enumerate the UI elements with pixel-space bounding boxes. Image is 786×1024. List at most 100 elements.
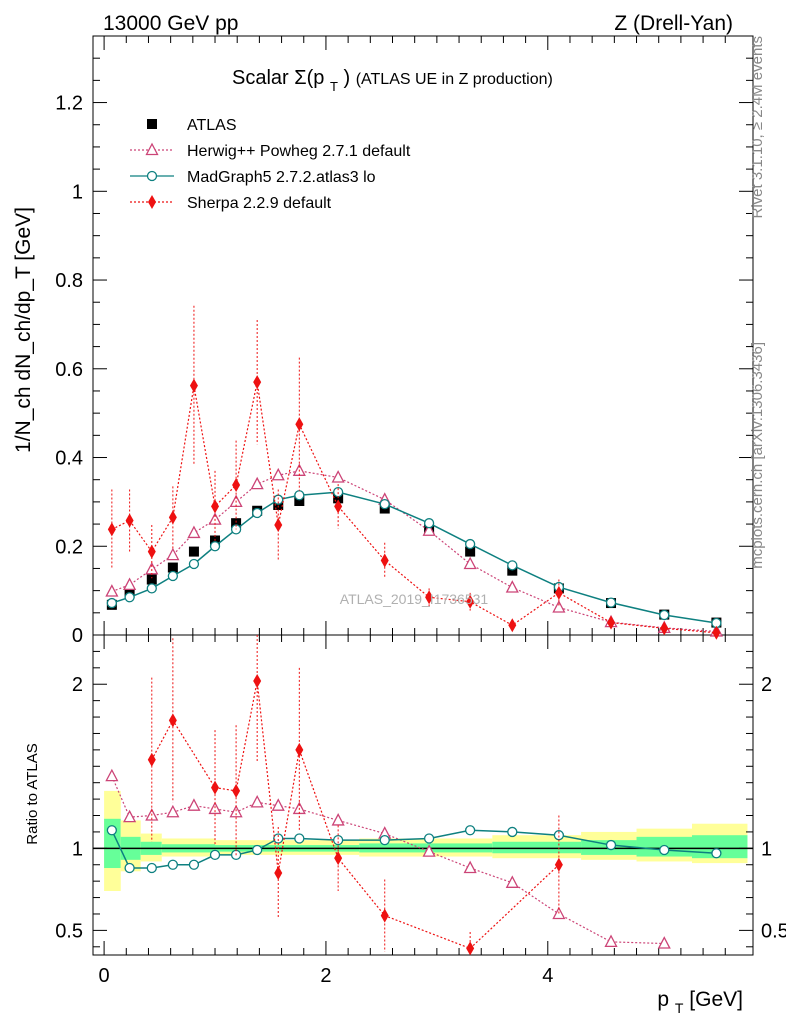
main-atlas-point xyxy=(167,562,178,573)
ratio-madgraph5-point xyxy=(188,859,200,870)
main-atlas-point xyxy=(146,574,157,585)
ratio-madgraph5-point xyxy=(379,834,390,846)
legend-marker xyxy=(145,142,159,156)
main-madgraph5-point xyxy=(167,570,179,582)
legend-label: Sherpa 2.2.9 default xyxy=(187,195,332,212)
ratio-sherpa-point xyxy=(253,673,262,688)
watermark: ATLAS_2019_I1736531 xyxy=(340,591,489,607)
main-atlas-point xyxy=(231,518,242,529)
main-y-tick-label: 0.2 xyxy=(55,536,83,558)
ratio-frame xyxy=(92,634,754,956)
x-tick-label: 2 xyxy=(320,965,331,987)
ratio-y-tick-label-left: 1 xyxy=(72,838,83,860)
x-axis-label-rest: [GeV] xyxy=(689,988,743,1011)
main-madgraph5-point xyxy=(188,558,200,570)
ratio-madgraph5-point xyxy=(464,825,476,836)
main-atlas-point xyxy=(188,546,199,557)
ratio-madgraph5-point xyxy=(711,848,722,859)
main-sherpa-point xyxy=(211,499,220,514)
ratio-sherpa-point xyxy=(211,780,220,795)
main-sherpa-point xyxy=(295,417,304,432)
ratio-y-tick-label-left: 2 xyxy=(72,674,83,696)
ratio-sherpa-point xyxy=(295,742,304,757)
ratio-madgraph5-point xyxy=(146,862,157,874)
ratio-madgraph5-point xyxy=(273,833,284,844)
ratio-madgraph5-point xyxy=(659,844,670,856)
main-herwig-point xyxy=(422,523,436,536)
main-sherpa-point xyxy=(712,625,721,640)
main-title-sub: T xyxy=(330,79,338,94)
legend-label: MadGraph5 2.7.2.atlas3 lo xyxy=(187,169,376,186)
main-atlas-point xyxy=(294,496,305,507)
main-madgraph5-point xyxy=(423,518,435,529)
legend-label: ATLAS xyxy=(187,117,237,134)
ratio-sherpa-point xyxy=(147,752,156,767)
main-sherpa-point xyxy=(189,378,198,393)
main-madgraph5-point xyxy=(124,592,135,603)
x-axis-label-main: p xyxy=(657,988,669,1011)
main-sherpa-point xyxy=(125,513,134,528)
ratio-sherpa-point xyxy=(168,713,177,728)
main-herwig-point xyxy=(331,470,345,483)
ratio-sherpa-point xyxy=(334,851,343,866)
main-sherpa-point xyxy=(660,621,669,636)
main-madgraph5-point xyxy=(659,609,670,621)
main-herwig-point xyxy=(250,476,264,490)
ratio-madgraph5-point xyxy=(167,859,179,870)
ratio-sherpa-point xyxy=(232,783,241,798)
main-y-tick-label: 0 xyxy=(72,625,83,647)
main-y-tick-label: 1 xyxy=(72,181,83,203)
main-madgraph5-point xyxy=(464,538,476,550)
main-title: Scalar Σ(p T ) (ATLAS UE in Z production… xyxy=(232,67,553,96)
header-right: Z (Drell-Yan) xyxy=(614,12,733,35)
ratio-y-tick-label-left: 0.5 xyxy=(55,920,83,942)
ratio-herwig-point xyxy=(271,798,285,811)
main-y-tick-label: 1.2 xyxy=(55,93,83,115)
main-madgraph5-point xyxy=(294,490,305,501)
main-sherpa-point xyxy=(334,499,343,514)
legend-marker xyxy=(148,195,156,209)
ratio-madgraph5-point xyxy=(252,844,263,856)
header-left: 13000 GeV pp xyxy=(103,12,238,35)
ratio-madgraph5-point xyxy=(605,839,617,851)
ratio-madgraph5-point xyxy=(507,826,518,838)
x-tick-label: 4 xyxy=(542,965,553,987)
main-sherpa-point xyxy=(508,618,517,633)
main-sherpa-point xyxy=(147,544,156,559)
main-madgraph5-point xyxy=(379,498,390,510)
main-herwig-point xyxy=(123,577,137,591)
main-sherpa-point xyxy=(554,585,563,600)
ratio-herwig-point xyxy=(331,813,345,826)
main-madgraph5-point xyxy=(209,541,221,552)
legend-label: Herwig++ Powheg 2.7.1 default xyxy=(187,143,411,160)
ratio-herwig-point xyxy=(505,875,519,888)
ratio-madgraph5-point xyxy=(423,833,435,844)
ratio-madgraph5-point xyxy=(124,862,135,874)
ratio-band-green xyxy=(492,841,582,854)
ratio-sherpa-point xyxy=(380,908,389,923)
main-sherpa-point xyxy=(425,590,434,605)
ratio-herwig-point xyxy=(105,768,119,782)
main-herwig-point xyxy=(187,525,201,539)
main-herwig-point xyxy=(463,556,477,570)
main-herwig-point xyxy=(166,547,180,561)
main-title-rest: (ATLAS UE in Z production) xyxy=(356,71,553,88)
ratio-y-tick-label-right: 0.5 xyxy=(761,920,786,942)
main-y-tick-label: 0.8 xyxy=(55,270,83,292)
main-madgraph5-point xyxy=(106,597,118,609)
main-herwig-point xyxy=(505,580,519,593)
ratio-herwig-point xyxy=(250,794,264,808)
main-title-main: Scalar Σ(p xyxy=(232,67,324,89)
ratio-sherpa-point xyxy=(554,857,563,872)
main-sherpa-point xyxy=(274,517,283,532)
ratio-herwig-point xyxy=(187,798,201,811)
main-sherpa-point xyxy=(607,615,616,630)
main-madgraph5-point xyxy=(146,583,157,594)
main-sherpa-point xyxy=(380,553,389,568)
ratio-herwig-point xyxy=(229,804,243,818)
side-label-mcplots: mcplots.cern.ch [arXiv:1306.3436] xyxy=(749,342,766,569)
ratio-herwig-point xyxy=(657,936,671,949)
ratio-herwig-point xyxy=(604,934,618,948)
main-title-close: ) xyxy=(343,67,350,89)
main-herwig-point xyxy=(552,600,566,613)
